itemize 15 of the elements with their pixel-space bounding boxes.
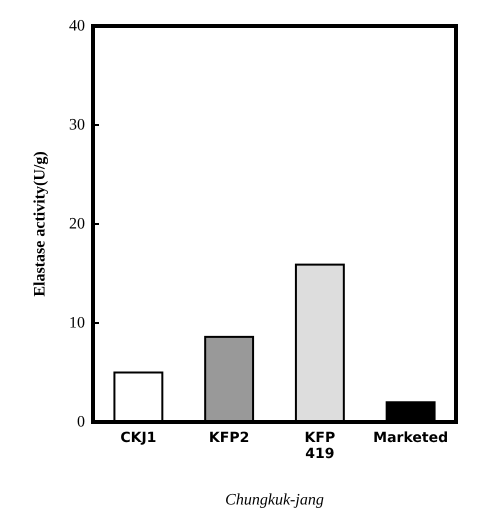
bar	[294, 264, 345, 422]
bar	[113, 372, 164, 422]
y-tick-label: 30	[69, 116, 85, 134]
y-axis-title: Elastase activity(U/g)	[32, 151, 48, 297]
x-axis-title: Chungkuk-jang	[225, 492, 324, 508]
y-tick-label: 10	[69, 314, 85, 332]
bar	[386, 401, 436, 422]
x-tick-label: Marketed	[373, 430, 448, 446]
x-tick-label: KFP 419	[304, 430, 336, 462]
x-tick-label: KFP2	[208, 430, 250, 446]
y-tick-label: 0	[77, 414, 85, 430]
x-tick-label: CKJ1	[120, 430, 156, 446]
y-tick-label: 40	[69, 18, 85, 34]
y-tick-label: 20	[69, 216, 85, 232]
bar	[204, 336, 254, 422]
